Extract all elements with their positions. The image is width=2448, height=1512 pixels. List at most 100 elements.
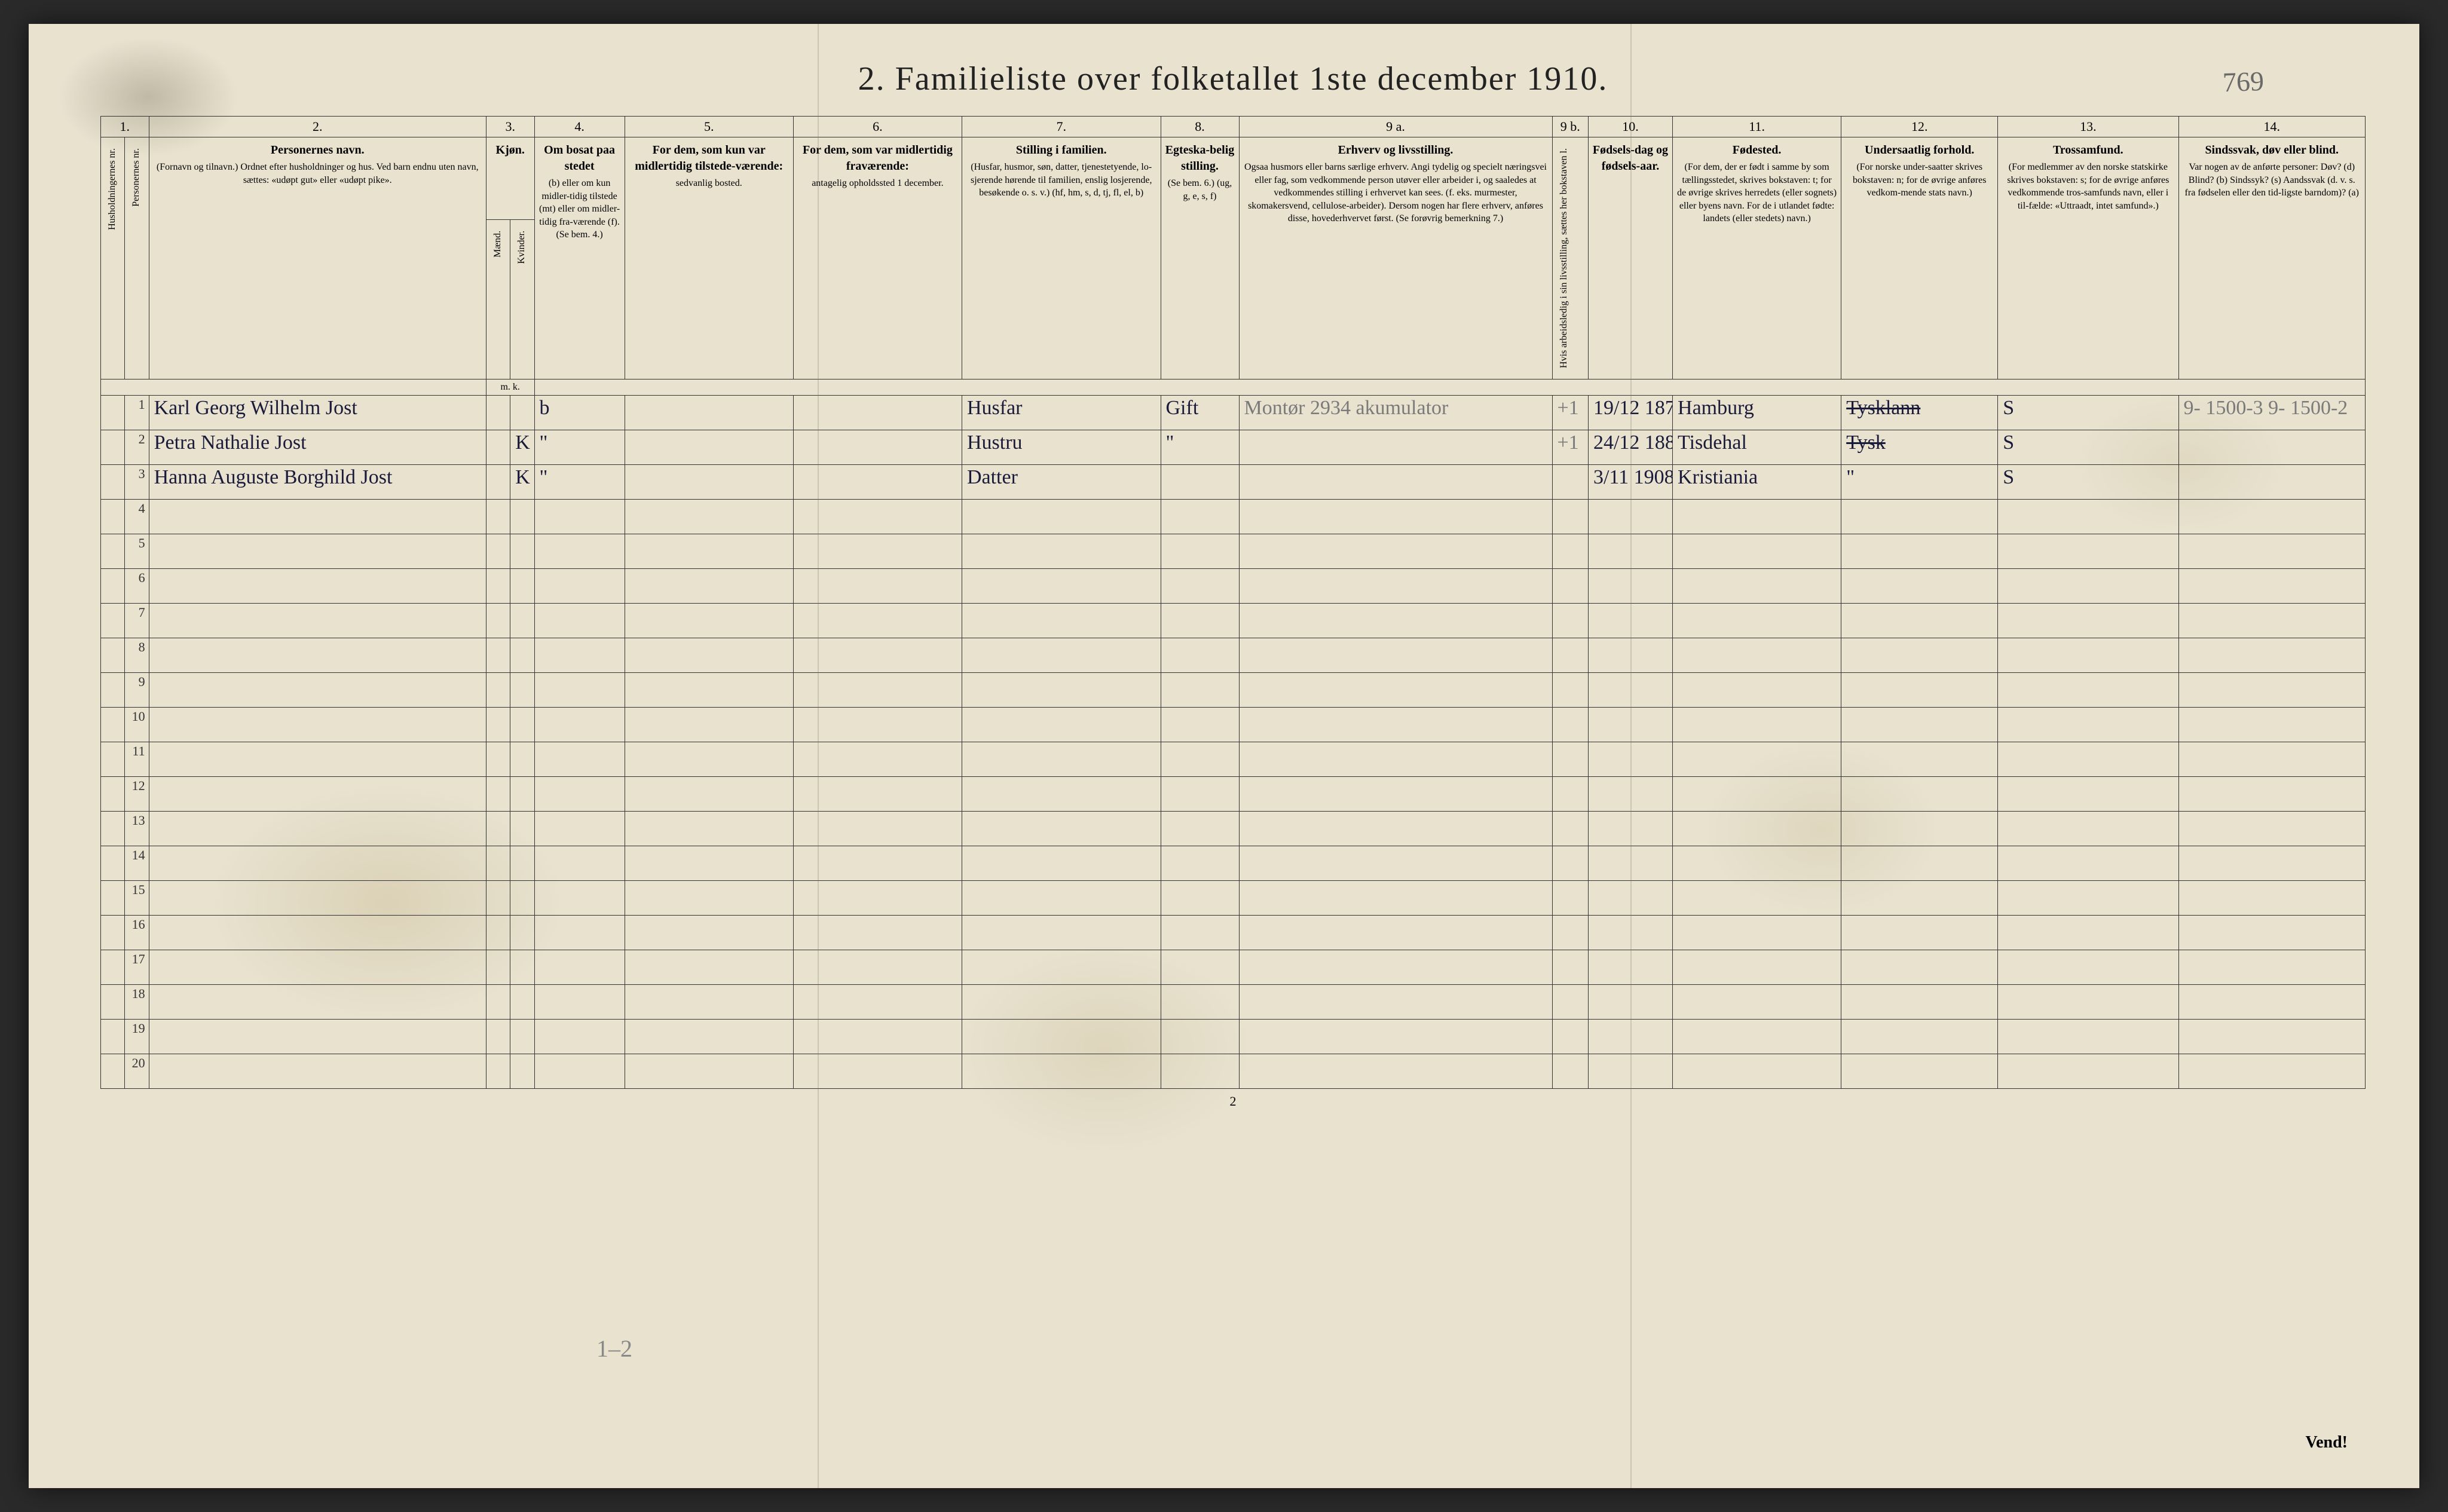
cell-arb [1552,1019,1588,1054]
cell-fodested [1673,672,1841,707]
cell-stilling [962,707,1161,742]
cell-hush [101,742,125,776]
cell-kjon-k [510,811,534,846]
colnum: 11. [1673,117,1841,137]
cell-stilling: Datter [962,464,1161,499]
hdr-fodested: Fødested. (For dem, der er født i samme … [1673,137,1841,379]
cell-kjon-k [510,499,534,534]
cell-arb: +1 [1552,395,1588,430]
cell-tilstede [625,1054,793,1088]
cell-kjon-k [510,742,534,776]
cell-kjon-k [510,915,534,950]
cell-tros [1998,1054,2178,1088]
cell-tilstede [625,1019,793,1054]
cell-navn [149,742,486,776]
table-row: 18 [101,984,2366,1019]
cell-fodested [1673,984,1841,1019]
colnum: 2. [149,117,486,137]
colnum: 9 a. [1239,117,1552,137]
cell-tilstede [625,499,793,534]
hdr-kjon-m: Mænd. [486,220,510,379]
hdr-mk: m. k. [486,379,534,395]
cell-bosat [534,707,625,742]
table-row: 11 [101,742,2366,776]
cell-hush [101,1054,125,1088]
cell-egte [1161,499,1239,534]
cell-undersaat [1841,742,1998,776]
cell-bosat [534,742,625,776]
cell-erhverv: Montør 2934 akumulator [1239,395,1552,430]
cell-arb [1552,915,1588,950]
cell-navn [149,846,486,880]
cell-tros [1998,499,2178,534]
cell-sind [2178,707,2366,742]
hdr-arbeidsledig: Hvis arbeidsledig i sin livsstilling, sæ… [1552,137,1588,379]
cell-fodested [1673,742,1841,776]
cell-hush [101,395,125,430]
header-row: Husholdningernes nr. Personernes nr. Per… [101,137,2366,220]
cell-navn [149,603,486,638]
cell-undersaat [1841,811,1998,846]
cell-tilstede [625,707,793,742]
cell-egte [1161,1054,1239,1088]
cell-erhverv [1239,742,1552,776]
cell-fodested [1673,915,1841,950]
handwritten-bottom-note: 1–2 [596,1335,632,1363]
colnum: 5. [625,117,793,137]
cell-fodested: Hamburg [1673,395,1841,430]
cell-fodested [1673,846,1841,880]
cell-kjon-k: K [510,464,534,499]
cell-kjon-k [510,984,534,1019]
cell-hush [101,638,125,672]
hdr-egteskap: Egteska-belig stilling. (Se bem. 6.) (ug… [1161,137,1239,379]
cell-navn [149,1054,486,1088]
hdr-kjon: Kjøn. [486,137,534,220]
cell-kjon-k [510,880,534,915]
vend-label: Vend! [2305,1433,2348,1452]
cell-tros [1998,638,2178,672]
hdr-person-nr: Personernes nr. [125,137,149,379]
cell-arb [1552,464,1588,499]
cell-tros: S [1998,430,2178,464]
cell-egte [1161,776,1239,811]
cell-rownum: 15 [125,880,149,915]
cell-arb [1552,638,1588,672]
cell-fodested [1673,776,1841,811]
cell-navn [149,568,486,603]
cell-tilstede [625,672,793,707]
cell-kjon-m [486,1019,510,1054]
printed-page-number: 2 [100,1094,2366,1109]
cell-rownum: 4 [125,499,149,534]
cell-sind [2178,915,2366,950]
cell-rownum: 17 [125,950,149,984]
cell-undersaat [1841,534,1998,568]
cell-sind [2178,880,2366,915]
cell-fodested [1673,638,1841,672]
cell-kjon-k: K [510,430,534,464]
cell-stilling [962,638,1161,672]
cell-rownum: 20 [125,1054,149,1088]
cell-tilstede [625,811,793,846]
cell-rownum: 5 [125,534,149,568]
cell-tros: S [1998,464,2178,499]
cell-stilling [962,984,1161,1019]
cell-kjon-k [510,568,534,603]
cell-undersaat [1841,638,1998,672]
table-row: 19 [101,1019,2366,1054]
cell-sind [2178,568,2366,603]
cell-stilling [962,1054,1161,1088]
cell-kjon-k [510,1019,534,1054]
cell-navn [149,984,486,1019]
cell-egte [1161,568,1239,603]
hdr-undersaat: Undersaatlig forhold. (For norske under-… [1841,137,1998,379]
cell-rownum: 9 [125,672,149,707]
cell-bosat [534,984,625,1019]
cell-rownum: 16 [125,915,149,950]
cell-sind [2178,811,2366,846]
cell-kjon-m [486,707,510,742]
cell-arb [1552,984,1588,1019]
cell-stilling [962,499,1161,534]
cell-erhverv [1239,672,1552,707]
table-row: 5 [101,534,2366,568]
table-row: 13 [101,811,2366,846]
